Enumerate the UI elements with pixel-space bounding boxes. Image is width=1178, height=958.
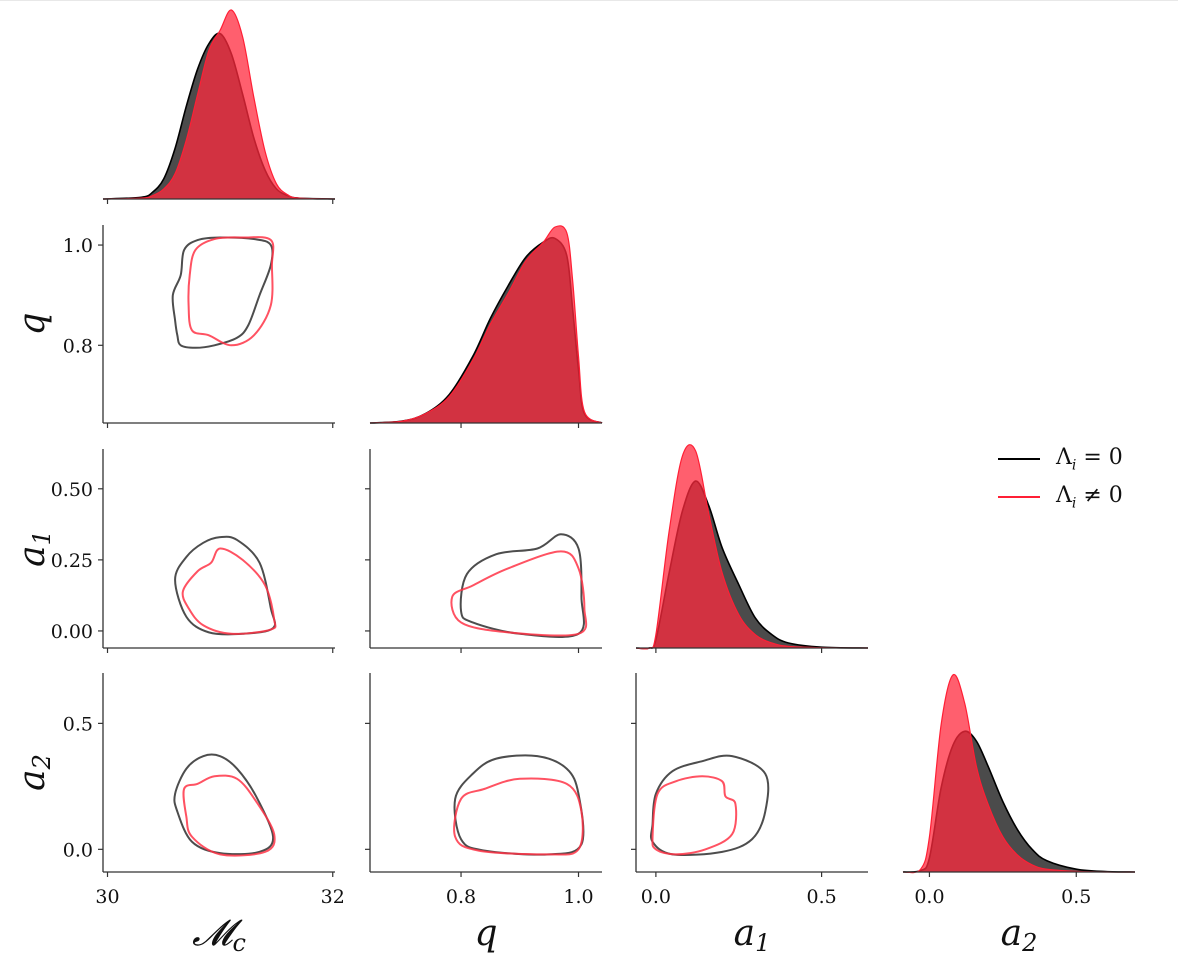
x-tick-label: 32: [321, 886, 345, 908]
contour-red: [187, 236, 275, 347]
contour-black: [171, 236, 274, 349]
marginal-a2-red-fill: [903, 674, 1135, 873]
marginal-Mc: [102, 9, 336, 200]
marginal-q-red-fill: [370, 225, 602, 423]
x-axis-label-a2: a2: [1001, 913, 1038, 957]
marginal-a1-red-line: [635, 444, 869, 650]
legend-line-black-icon: [998, 458, 1040, 460]
contour-black: [453, 754, 585, 856]
contour-panel-a1_vs_q: [365, 449, 602, 649]
y-tick-label: 0.25: [51, 550, 93, 572]
y-tick-label: 0.8: [63, 335, 93, 357]
legend-label-lambda-zero: Λi = 0: [1056, 444, 1123, 474]
marginal-Mc-red-line: [102, 9, 336, 200]
x-axis-label-q: q: [474, 913, 497, 954]
y-tick-label: 0.5: [63, 713, 93, 735]
contour-black: [649, 754, 770, 857]
x-tick-label: 0.8: [446, 886, 476, 908]
contour-panel-a1_vs_Mc: 0.00 0.25 0.50: [51, 449, 335, 649]
legend-item-lambda-nonzero: Λi ≠ 0: [998, 478, 1123, 516]
marginal-a1: [635, 444, 869, 650]
legend-line-red-icon: [998, 496, 1040, 498]
x-tick-label: 0.5: [806, 886, 836, 908]
y-tick-label: 0.50: [51, 479, 93, 501]
y-tick-label: 0.00: [51, 621, 93, 643]
x-tick-label: 0.5: [1061, 886, 1091, 908]
y-tick-label: 1.0: [63, 235, 93, 257]
contour-panel-a2_vs_q: [365, 673, 602, 873]
x-tick-label: 0.0: [641, 886, 671, 908]
y-tick-label: 0.0: [63, 839, 93, 861]
contour-black: [459, 533, 585, 638]
top-border: [0, 0, 1178, 1]
x-axis-label-a1: a1: [734, 913, 771, 957]
x-tick-label: 0.0: [914, 886, 944, 908]
contour-red: [181, 547, 277, 635]
x-axis-label-Mc: 𝓜c: [192, 913, 246, 957]
x-tick-label: 30: [95, 886, 119, 908]
y-axis-label-q: q: [12, 312, 53, 335]
marginal-a2: [902, 673, 1136, 874]
x-tick-label: 1.0: [563, 886, 593, 908]
contour-red: [651, 775, 738, 856]
contour-red: [453, 777, 584, 856]
y-axis-label-a2: a2: [12, 754, 56, 791]
marginal-a2-red-line: [902, 673, 1136, 874]
contour-panel-a2_vs_Mc: 0.0 0.5: [63, 673, 335, 873]
marginal-q-red-line: [369, 225, 603, 424]
contour-red: [182, 774, 276, 857]
legend-item-lambda-zero: Λi = 0: [998, 440, 1123, 478]
contour-panel-a2_vs_a1: [631, 673, 868, 873]
contour-red: [450, 550, 588, 637]
legend: Λi = 0 Λi ≠ 0: [998, 440, 1123, 516]
contour-panel-q_vs_Mc: 0.8 1.0: [63, 225, 335, 424]
marginal-q: [369, 225, 603, 424]
y-axis-label-a1: a1: [12, 530, 56, 567]
marginal-Mc-red-fill: [103, 9, 335, 199]
legend-label-lambda-nonzero: Λi ≠ 0: [1056, 482, 1123, 512]
marginal-a1-red-fill: [636, 444, 868, 649]
contour-black: [174, 535, 277, 636]
